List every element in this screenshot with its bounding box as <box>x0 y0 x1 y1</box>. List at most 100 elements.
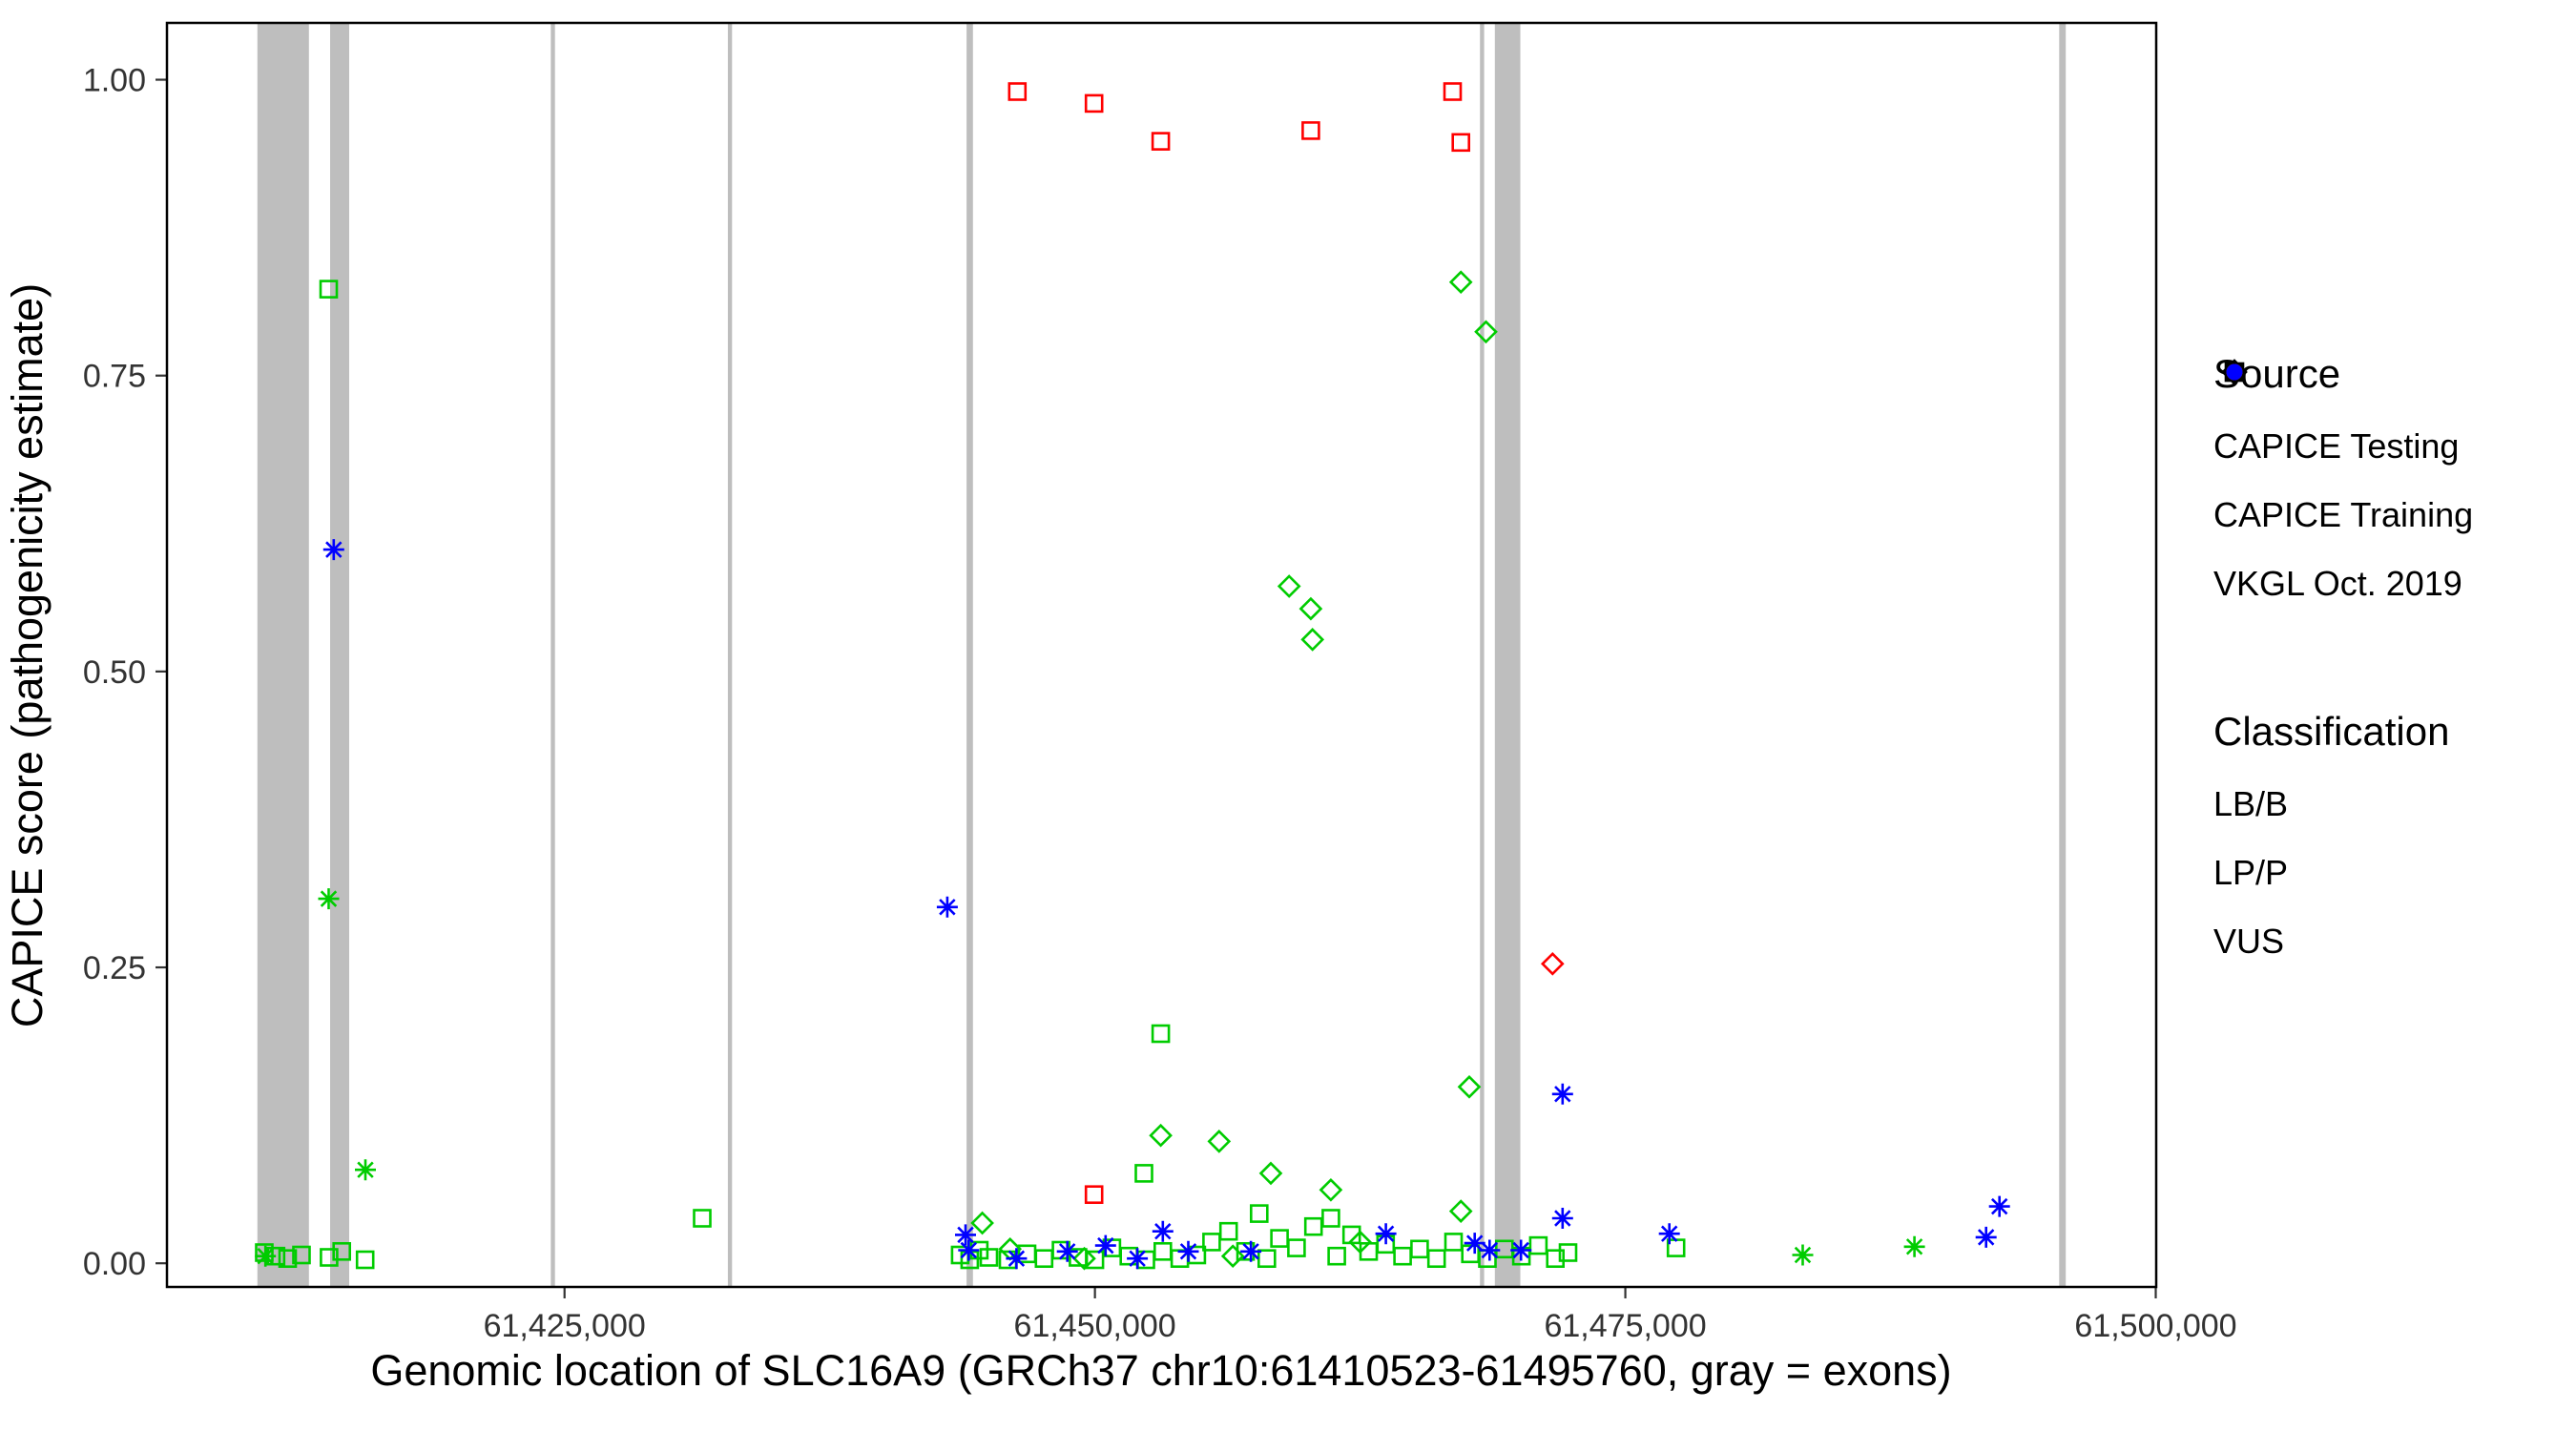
data-point <box>1479 1239 1501 1261</box>
exon-bar <box>257 23 309 1287</box>
data-point <box>1792 1244 1814 1266</box>
legend-label-lbb: LB/B <box>2213 784 2289 823</box>
data-point <box>355 1159 376 1181</box>
data-point <box>1474 320 1498 344</box>
data-point <box>1658 1223 1680 1245</box>
data-point <box>1551 1083 1573 1105</box>
data-point <box>1303 1216 1323 1236</box>
blue-dot-icon <box>2226 363 2243 381</box>
data-point <box>1207 1130 1232 1153</box>
data-point <box>979 1248 999 1267</box>
data-point <box>332 1242 352 1261</box>
data-point <box>278 1249 298 1268</box>
data-point <box>1257 1249 1277 1268</box>
legend-label-vkgl: VKGL Oct. 2019 <box>2213 564 2462 603</box>
x-tick-label: 61,450,000 <box>1014 1308 1176 1344</box>
legend-item-capice-testing: CAPICE Testing <box>2213 359 2566 481</box>
data-point <box>1540 951 1565 976</box>
data-point <box>1152 1220 1174 1242</box>
legend-label-capice-testing: CAPICE Testing <box>2213 426 2460 466</box>
data-point <box>958 1239 980 1261</box>
data-point <box>1451 133 1470 153</box>
data-point <box>1270 1229 1289 1248</box>
data-point <box>1034 1249 1054 1268</box>
data-point <box>1127 1248 1149 1270</box>
x-tick-label: 61,475,000 <box>1544 1308 1706 1344</box>
data-point <box>1153 1242 1173 1261</box>
exon-bar <box>330 23 349 1287</box>
data-point <box>1546 1249 1565 1268</box>
data-point <box>1151 1024 1171 1044</box>
data-point <box>292 1245 311 1265</box>
data-point <box>1008 82 1028 101</box>
data-point <box>1510 1239 1532 1261</box>
data-point <box>1448 270 1473 295</box>
data-point <box>1301 121 1320 140</box>
x-tick-label: 61,500,000 <box>2074 1308 2236 1344</box>
legend-item-vkgl: VKGL Oct. 2019 <box>2213 361 2566 618</box>
data-point <box>1903 1235 1925 1257</box>
data-point <box>255 1245 277 1267</box>
legend-item-lbb: LB/B <box>2213 363 2566 839</box>
exon-bar <box>1494 23 1521 1287</box>
data-point <box>936 896 958 918</box>
exon-layer <box>257 23 2067 1287</box>
data-point <box>320 1248 339 1267</box>
y-tick-label: 0.50 <box>83 654 146 691</box>
data-point <box>1321 1209 1340 1228</box>
x-tick-label: 61,425,000 <box>484 1308 646 1344</box>
data-point <box>1177 1240 1199 1262</box>
data-point <box>1094 1234 1116 1256</box>
data-point <box>1287 1238 1306 1257</box>
data-point <box>1134 1164 1153 1183</box>
data-point <box>1240 1240 1262 1262</box>
data-point <box>1258 1161 1283 1186</box>
data-point <box>1084 93 1104 114</box>
data-point <box>1072 1246 1096 1271</box>
axis-layer: 61,425,000 61,450,000 61,475,000 61,500,000… <box>83 63 2237 1344</box>
data-point <box>1202 1233 1221 1252</box>
data-point <box>1056 1240 1078 1262</box>
data-point <box>1975 1226 1997 1248</box>
data-point <box>1220 1244 1245 1269</box>
data-point <box>955 1224 976 1246</box>
data-point <box>1988 1195 2010 1217</box>
legend-label-vus: VUS <box>2213 922 2285 961</box>
data-point <box>1551 1208 1573 1229</box>
exon-bar <box>727 23 733 1287</box>
data-point <box>1359 1242 1379 1261</box>
x-axis-title: Genomic location of SLC16A9 (GRCh37 chr1… <box>370 1346 1951 1395</box>
data-point <box>1084 1185 1104 1204</box>
legend-label-capice-training: CAPICE Training <box>2213 495 2474 534</box>
y-tick-label: 1.00 <box>83 63 146 99</box>
legend: Source CAPICE Testing CAPICE Training VK… <box>2213 351 2566 976</box>
data-point <box>1426 1249 1446 1268</box>
data-point <box>1410 1239 1429 1259</box>
data-point <box>1558 1243 1578 1262</box>
data-point <box>1218 1221 1238 1241</box>
data-point <box>1085 1250 1105 1270</box>
data-point <box>1375 1223 1397 1245</box>
legend-source-title: Source <box>2213 351 2341 396</box>
data-point <box>322 539 344 561</box>
data-point <box>1444 1233 1464 1252</box>
data-point <box>319 280 339 299</box>
data-point <box>1464 1233 1485 1255</box>
data-point <box>1250 1204 1269 1223</box>
y-tick-label: 0.75 <box>83 359 146 395</box>
data-point <box>1327 1246 1346 1266</box>
data-point <box>1341 1225 1361 1245</box>
data-point <box>1300 628 1325 652</box>
data-point <box>1298 596 1323 621</box>
data-point <box>1528 1235 1548 1255</box>
data-point <box>355 1250 375 1270</box>
data-point <box>1151 132 1171 151</box>
data-point <box>693 1209 712 1228</box>
panel-border <box>165 21 2158 1289</box>
exon-bar <box>1480 23 1485 1287</box>
data-point <box>1393 1246 1412 1266</box>
legend-item-vus: VUS <box>2213 363 2566 976</box>
y-tick-label: 0.00 <box>83 1246 146 1282</box>
